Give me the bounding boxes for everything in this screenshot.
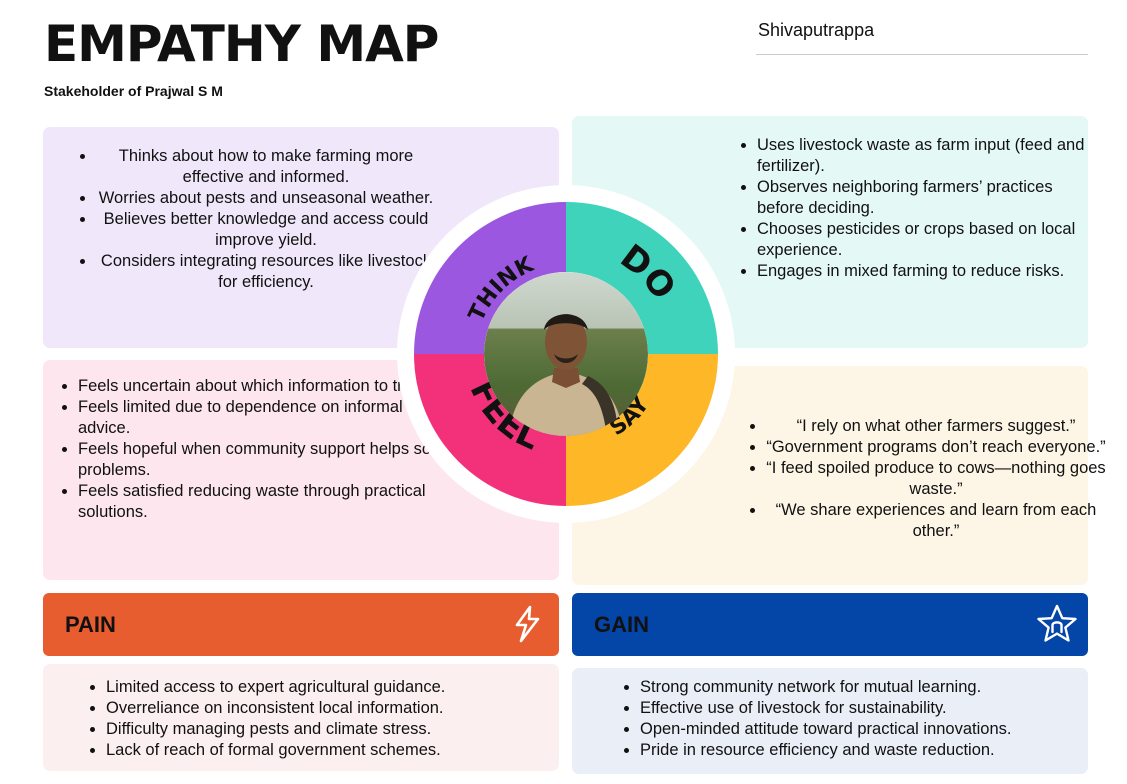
pain-item: Overreliance on inconsistent local infor… <box>106 698 546 719</box>
pain-item: Difficulty managing pests and climate st… <box>106 719 546 740</box>
feel-item: Feels hopeful when community support hel… <box>78 439 453 481</box>
stakeholder-photo <box>484 272 648 436</box>
feel-segment <box>414 354 566 506</box>
say-item: “I rely on what other farmers suggest.” <box>766 416 1106 437</box>
gain-title: GAIN <box>594 612 649 637</box>
gain-panel <box>572 668 1088 774</box>
say-list: “I rely on what other farmers suggest.” … <box>740 416 1106 542</box>
do-item: Uses livestock waste as farm input (feed… <box>757 135 1102 177</box>
empathy-wheel: THINK DO FEEL SAY <box>396 184 736 524</box>
say-segment <box>566 354 718 506</box>
say-item: “Government programs don’t reach everyon… <box>766 437 1106 458</box>
pain-panel <box>43 664 559 771</box>
pain-item: Lack of reach of formal government schem… <box>106 740 546 761</box>
think-list: Thinks about how to make farming more ef… <box>70 146 436 293</box>
gain-header: GAIN <box>572 593 1088 656</box>
feel-list: Feels uncertain about which information … <box>52 376 453 523</box>
pain-header: PAIN <box>43 593 559 656</box>
do-item: Observes neighboring farmers’ practices … <box>757 177 1102 219</box>
think-segment <box>414 202 566 354</box>
do-item: Chooses pesticides or crops based on loc… <box>757 219 1102 261</box>
pain-list: Limited access to expert agricultural gu… <box>80 677 546 761</box>
gain-item: Open-minded attitude toward practical in… <box>640 719 1080 740</box>
do-list: Uses livestock waste as farm input (feed… <box>731 135 1102 282</box>
gain-list: Strong community network for mutual lear… <box>614 677 1080 761</box>
stakeholder-underline <box>756 54 1088 55</box>
star-icon <box>1037 604 1077 642</box>
gain-item: Pride in resource efficiency and waste r… <box>640 740 1080 761</box>
say-item: “I feed spoiled produce to cows—nothing … <box>766 458 1106 500</box>
think-item: Worries about pests and unseasonal weath… <box>96 188 436 209</box>
do-item: Engages in mixed farming to reduce risks… <box>757 261 1102 282</box>
do-segment <box>566 202 718 354</box>
say-item: “We share experiences and learn from eac… <box>766 500 1106 542</box>
feel-item: Feels satisfied reducing waste through p… <box>78 481 453 523</box>
think-item: Believes better knowledge and access cou… <box>96 209 436 251</box>
gain-item: Strong community network for mutual lear… <box>640 677 1080 698</box>
page-subtitle: Stakeholder of Prajwal S M <box>44 83 223 99</box>
think-item: Thinks about how to make farming more ef… <box>96 146 436 188</box>
farmer-illustration <box>509 314 623 436</box>
stakeholder-name: Shivaputrappa <box>758 20 875 40</box>
pain-item: Limited access to expert agricultural gu… <box>106 677 546 698</box>
feel-item: Feels uncertain about which information … <box>78 376 453 397</box>
feel-item: Feels limited due to dependence on infor… <box>78 397 453 439</box>
page-title: EMPATHY MAP <box>44 15 439 73</box>
lightning-icon <box>515 605 540 643</box>
gain-item: Effective use of livestock for sustainab… <box>640 698 1080 719</box>
pain-title: PAIN <box>65 612 116 637</box>
think-item: Considers integrating resources like liv… <box>96 251 436 293</box>
